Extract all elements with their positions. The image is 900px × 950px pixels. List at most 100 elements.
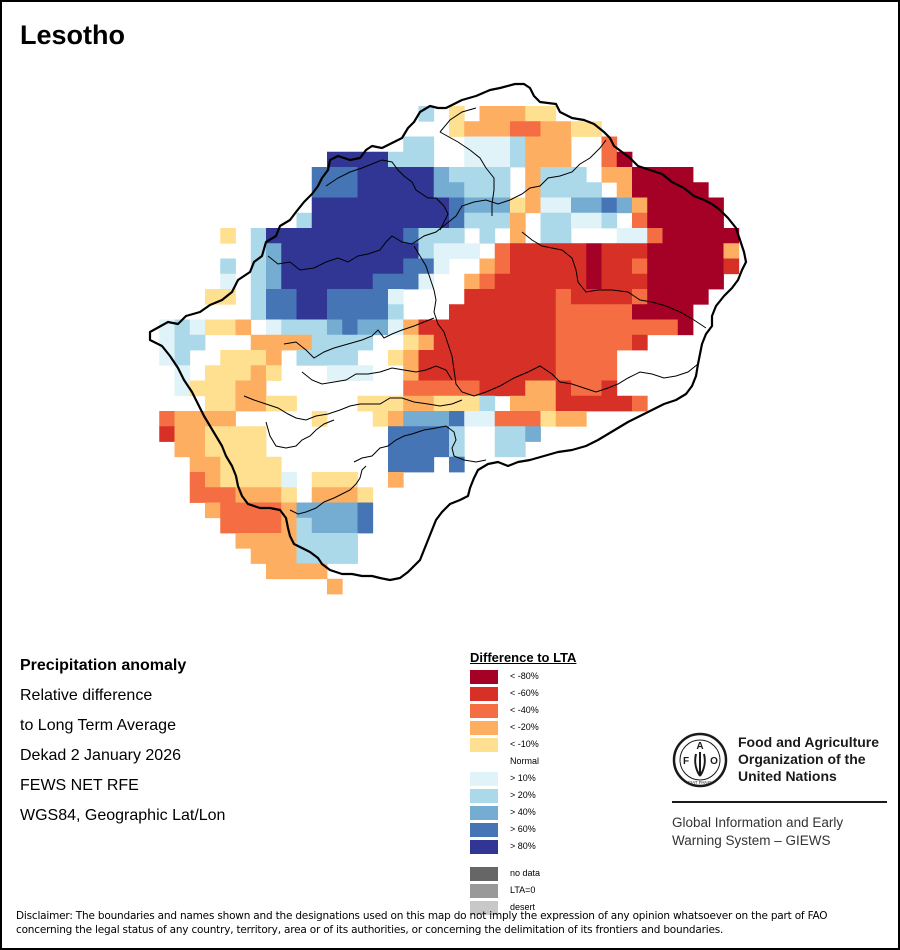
raster-cell [311, 273, 328, 290]
raster-cell [494, 136, 511, 153]
raster-cell [662, 258, 679, 275]
raster-cell [525, 289, 541, 305]
raster-cell [342, 304, 358, 320]
legend-swatch [470, 884, 498, 898]
raster-cell [403, 136, 419, 153]
raster-cell [220, 502, 236, 519]
raster-cell [403, 456, 419, 473]
raster-cell [677, 212, 694, 229]
legend-item: > 20% [470, 788, 576, 805]
raster-cell [494, 304, 511, 320]
raster-cell [616, 273, 633, 290]
raster-cell [433, 182, 450, 198]
raster-cell [296, 243, 313, 259]
raster-cell [494, 273, 511, 290]
raster-cell [327, 197, 343, 214]
legend-item: < -20% [470, 720, 576, 737]
raster-cell [311, 197, 328, 214]
raster-cell [616, 334, 633, 351]
raster-cell [250, 548, 267, 564]
raster-cell [662, 273, 679, 290]
raster-cell [601, 258, 618, 275]
raster-cell [479, 395, 496, 412]
raster-cell [342, 289, 358, 305]
raster-cell [266, 472, 282, 488]
raster-cell [327, 533, 343, 549]
raster-cell [388, 411, 404, 427]
legend-swatch [470, 755, 498, 769]
raster-cell [571, 182, 587, 198]
raster-cell [311, 319, 328, 336]
raster-cell [449, 197, 465, 214]
legend: Difference to LTA < -80% < -60% < -40% < -2… [470, 650, 576, 917]
fao-name-line: Food and Agriculture [738, 734, 880, 750]
raster-cell [418, 334, 435, 351]
raster-cell [433, 380, 450, 397]
raster-cell [281, 258, 297, 275]
raster-cell [342, 548, 358, 564]
raster-cell [189, 426, 206, 442]
raster-cell [449, 319, 465, 336]
raster-cell [205, 365, 221, 381]
raster-cell [464, 121, 480, 137]
raster-cell [372, 167, 389, 183]
raster-cell [372, 304, 389, 320]
raster-cell [464, 380, 480, 397]
raster-cell [677, 258, 694, 275]
raster-cell [266, 502, 282, 519]
raster-cell [205, 395, 221, 412]
raster-cell [525, 151, 541, 168]
raster-cell [647, 258, 663, 275]
raster-cell [311, 472, 328, 488]
legend-item: < -80% [470, 669, 576, 686]
raster-cell [281, 228, 297, 244]
raster-cell [586, 350, 602, 366]
raster-cell [479, 167, 496, 183]
raster-cell [174, 319, 191, 336]
raster-cell [632, 197, 648, 214]
raster-cell [525, 106, 541, 122]
legend-label: LTA=0 [510, 885, 536, 895]
raster-cell [372, 212, 389, 229]
raster-cell [311, 182, 328, 198]
raster-cell [220, 228, 236, 244]
raster-cell [235, 350, 252, 366]
raster-cell [357, 197, 374, 214]
raster-cell [266, 304, 282, 320]
raster-cell [555, 121, 572, 137]
raster-cell [388, 258, 404, 275]
raster-cell [464, 243, 480, 259]
raster-cell [479, 228, 496, 244]
legend-item: Normal [470, 754, 576, 771]
raster-cell [449, 228, 465, 244]
raster-cells [159, 106, 740, 595]
disclaimer: Disclaimer: The boundaries and names sho… [16, 910, 828, 936]
raster-cell [327, 472, 343, 488]
legend-swatch [470, 721, 498, 735]
raster-cell [342, 502, 358, 519]
raster-cell [708, 228, 724, 244]
raster-cell [342, 182, 358, 198]
raster-cell [586, 289, 602, 305]
raster-cell [433, 197, 450, 214]
raster-cell [159, 411, 175, 427]
raster-cell [464, 182, 480, 198]
raster-cell [311, 167, 328, 183]
raster-cell [601, 365, 618, 381]
raster-cell [250, 426, 267, 442]
legend-item: < -60% [470, 686, 576, 703]
raster-cell [403, 380, 419, 397]
raster-cell [494, 380, 511, 397]
raster-cell [189, 334, 206, 351]
raster-cell [479, 380, 496, 397]
raster-cell [342, 273, 358, 290]
raster-cell [403, 334, 419, 351]
raster-cell [555, 197, 572, 214]
raster-cell [632, 258, 648, 275]
legend-label: < -80% [510, 671, 539, 681]
raster-cell [449, 334, 465, 351]
raster-cell [571, 411, 587, 427]
raster-cell [616, 197, 633, 214]
raster-cell [418, 350, 435, 366]
raster-cell [586, 258, 602, 275]
